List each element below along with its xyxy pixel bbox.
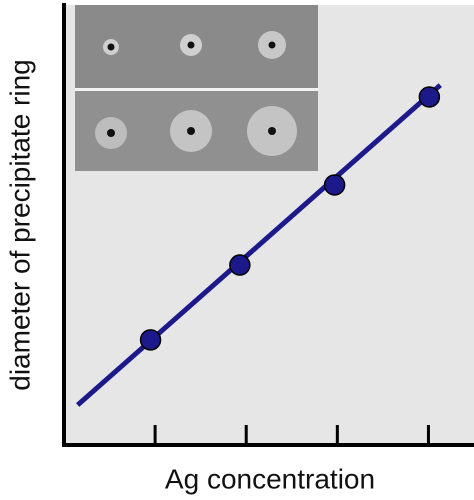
data-point [139,329,162,351]
data-point [229,254,251,276]
data-point [323,174,346,196]
y-axis-label: diameter of precipitate ring [4,59,35,391]
x-axis-label: Ag concentration [165,463,375,494]
data-point [418,86,441,108]
fit-line [76,83,442,407]
inset-photo [75,5,318,171]
